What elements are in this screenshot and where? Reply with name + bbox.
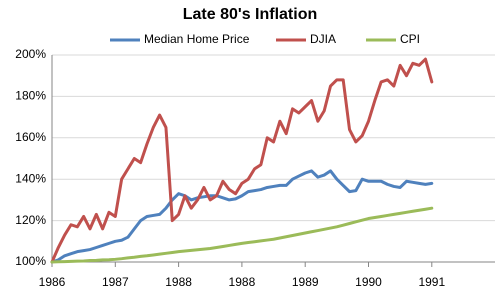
y-tick-label: 120% [15, 213, 46, 227]
series-line [50, 206, 434, 264]
x-tick-label: 1989 [292, 275, 319, 289]
chart-title: Late 80's Inflation [183, 6, 318, 23]
y-tick-label: 180% [15, 89, 46, 103]
y-tick-label: 160% [15, 130, 46, 144]
x-tick-label: 1988 [165, 275, 192, 289]
x-tick-label: 1988 [229, 275, 256, 289]
series-line [50, 169, 434, 264]
legend-label: Median Home Price [144, 32, 250, 46]
x-tick-label: 1987 [102, 275, 129, 289]
x-tick-label: 1990 [355, 275, 382, 289]
x-tick-label: 1986 [39, 275, 66, 289]
x-tick-label: 1991 [418, 275, 445, 289]
series-line [50, 57, 434, 264]
y-tick-label: 200% [15, 47, 46, 61]
y-tick-label: 100% [15, 254, 46, 268]
legend-label: DJIA [310, 32, 336, 46]
y-tick-label: 140% [15, 171, 46, 185]
legend-label: CPI [400, 32, 420, 46]
